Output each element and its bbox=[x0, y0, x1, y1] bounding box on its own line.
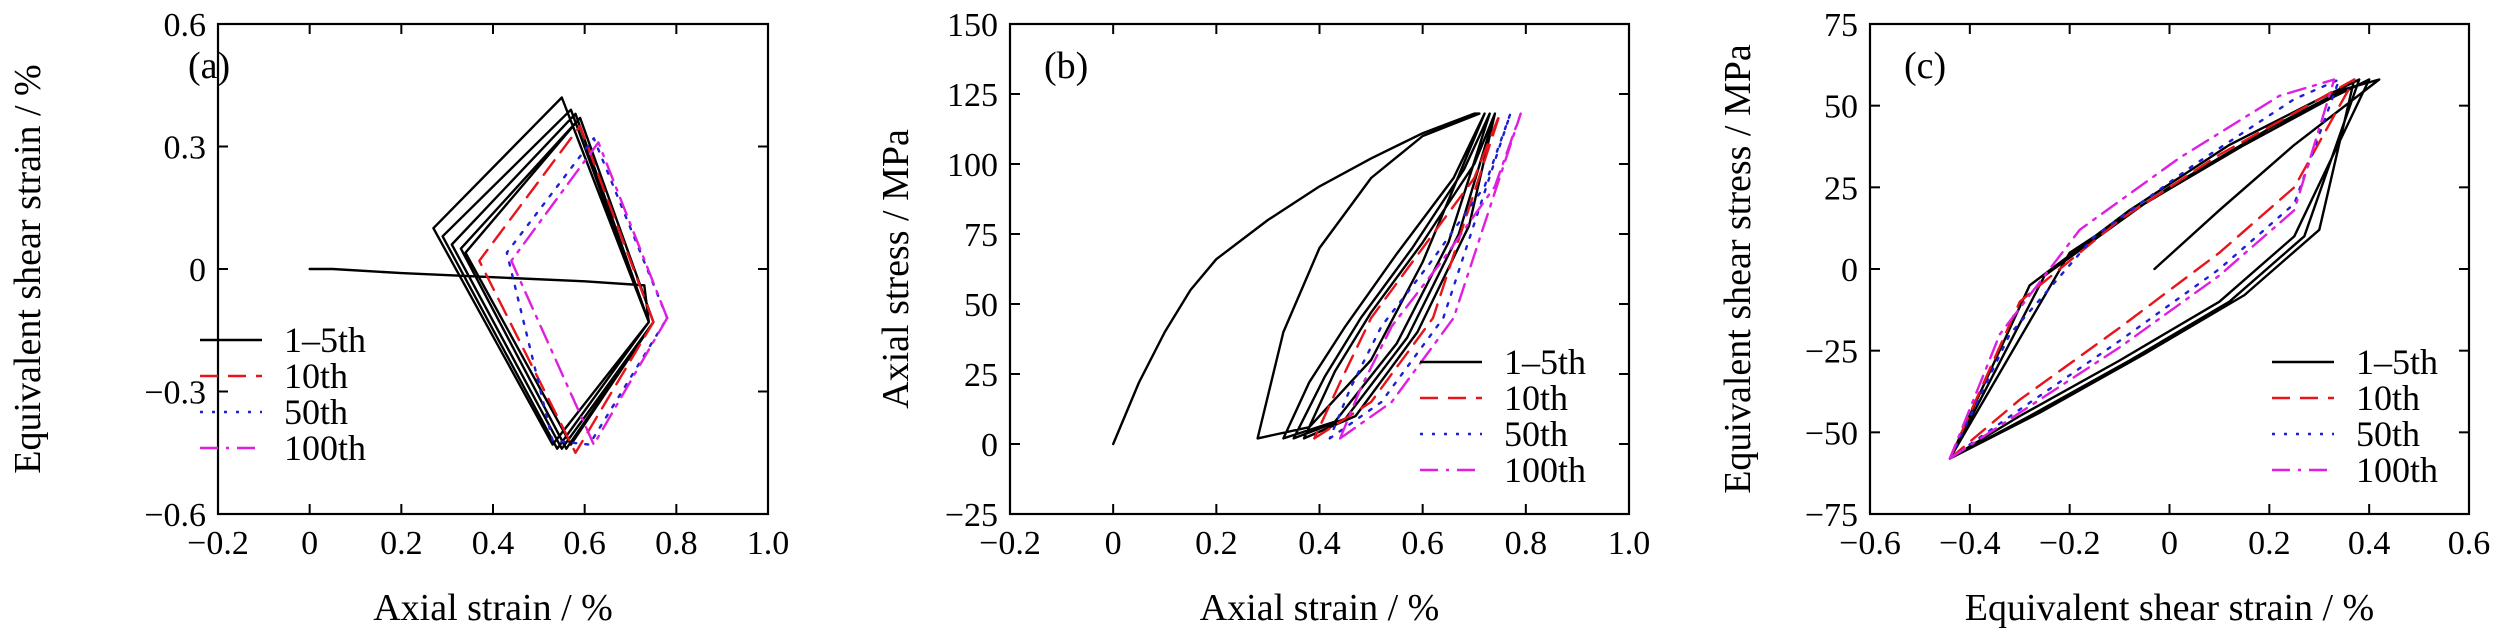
y-tick-label: −0.6 bbox=[144, 497, 206, 534]
x-tick-label: 0 bbox=[2161, 525, 2178, 562]
x-tick-label: −0.2 bbox=[2039, 525, 2101, 562]
x-tick-label: 0.6 bbox=[1401, 525, 1444, 562]
y-tick-label: 0 bbox=[981, 427, 998, 464]
y-tick-label: 150 bbox=[947, 7, 998, 44]
y-tick-label: −25 bbox=[1805, 334, 1858, 371]
y-tick-label: −50 bbox=[1805, 415, 1858, 452]
chart-panel-1: −0.2 0 0.2 0.4 0.6 0.8 1.0 −0.6 −0.3 0 0.3 0.6 Axial… bbox=[7, 7, 789, 629]
series-line-2 bbox=[478, 124, 655, 454]
legend-label: 10th bbox=[2356, 378, 2420, 418]
y-tick-label: −75 bbox=[1805, 497, 1858, 534]
x-tick-label: 1.0 bbox=[1608, 525, 1651, 562]
x-tick-label: 0.4 bbox=[2348, 525, 2391, 562]
y-tick-label: 25 bbox=[1824, 170, 1858, 207]
series-line-4 bbox=[1338, 112, 1522, 440]
legend-label: 50th bbox=[2356, 414, 2420, 454]
legend-label: 10th bbox=[284, 356, 348, 396]
y-tick-label: 50 bbox=[964, 287, 998, 324]
legend-label: 1–5th bbox=[1504, 342, 1586, 382]
series-line-2 bbox=[1313, 112, 1502, 440]
series-line-4 bbox=[1948, 78, 2336, 460]
y-tick-label: 0 bbox=[189, 252, 206, 289]
x-tick-label: −0.2 bbox=[979, 525, 1041, 562]
y-tick-label: −25 bbox=[945, 497, 998, 534]
chart-panel-3: −0.6 −0.4 −0.2 0 0.2 0.4 0.6 −75 −50 −25 0 25 50 75 Eq… bbox=[1717, 7, 2490, 629]
y-axis-label: Equivalent shear strain / % bbox=[7, 64, 49, 473]
series-line-1 bbox=[308, 96, 655, 450]
panel-label: (c) bbox=[1904, 45, 1946, 87]
y-tick-label: 75 bbox=[964, 217, 998, 254]
x-tick-label: 0.2 bbox=[1195, 525, 1238, 562]
y-tick-label: 0 bbox=[1841, 252, 1858, 289]
x-tick-label: 0.6 bbox=[2448, 525, 2491, 562]
series-line-3 bbox=[1948, 78, 2341, 460]
x-tick-label: 0.8 bbox=[1505, 525, 1548, 562]
legend-label: 10th bbox=[1504, 378, 1568, 418]
x-tick-label: 0.2 bbox=[380, 525, 423, 562]
y-tick-label: 50 bbox=[1824, 89, 1858, 126]
series-line-4 bbox=[510, 141, 669, 446]
legend-label: 50th bbox=[1504, 414, 1568, 454]
y-axis-label: Axial stress / MPa bbox=[875, 129, 917, 409]
panel-label: (b) bbox=[1044, 45, 1088, 87]
legend-label: 50th bbox=[284, 392, 348, 432]
x-tick-label: 0 bbox=[1105, 525, 1122, 562]
legend-label: 1–5th bbox=[284, 320, 366, 360]
y-tick-label: 0.6 bbox=[164, 7, 207, 44]
y-axis-label: Equivalent shear stress / MPa bbox=[1717, 44, 1759, 494]
legend-label: 100th bbox=[284, 428, 366, 468]
x-axis-label: Axial strain / % bbox=[373, 587, 613, 629]
series-line-1 bbox=[1948, 78, 2381, 460]
x-axis-label: Axial strain / % bbox=[1200, 587, 1440, 629]
y-tick-label: 100 bbox=[947, 147, 998, 184]
x-tick-label: −0.2 bbox=[187, 525, 249, 562]
y-tick-label: 0.3 bbox=[164, 130, 207, 167]
x-tick-label: 0.8 bbox=[655, 525, 698, 562]
legend-label: 1–5th bbox=[2356, 342, 2438, 382]
series-line-2 bbox=[1948, 78, 2356, 460]
x-axis-label: Equivalent shear strain / % bbox=[1965, 587, 2374, 629]
x-tick-label: −0.6 bbox=[1839, 525, 1901, 562]
x-tick-label: 1.0 bbox=[747, 525, 790, 562]
y-tick-label: 125 bbox=[947, 77, 998, 114]
y-tick-label: −0.3 bbox=[144, 375, 206, 412]
x-tick-label: 0.4 bbox=[472, 525, 515, 562]
panel-label: (a) bbox=[188, 45, 230, 87]
series-line-3 bbox=[505, 137, 669, 446]
x-tick-label: 0.4 bbox=[1298, 525, 1341, 562]
y-tick-label: 75 bbox=[1824, 7, 1858, 44]
series-line-3 bbox=[1328, 112, 1512, 440]
x-tick-label: −0.4 bbox=[1939, 525, 2001, 562]
y-tick-label: 25 bbox=[964, 357, 998, 394]
x-tick-label: 0 bbox=[301, 525, 318, 562]
series-line-1 bbox=[1111, 112, 1497, 446]
x-tick-label: 0.2 bbox=[2248, 525, 2291, 562]
legend-label: 100th bbox=[2356, 450, 2438, 490]
chart-panel-2: −0.2 0 0.2 0.4 0.6 0.8 1.0 −25 0 25 50 75 100 125 150 A… bbox=[875, 7, 1650, 629]
legend-label: 100th bbox=[1504, 450, 1586, 490]
x-tick-label: 0.6 bbox=[563, 525, 606, 562]
